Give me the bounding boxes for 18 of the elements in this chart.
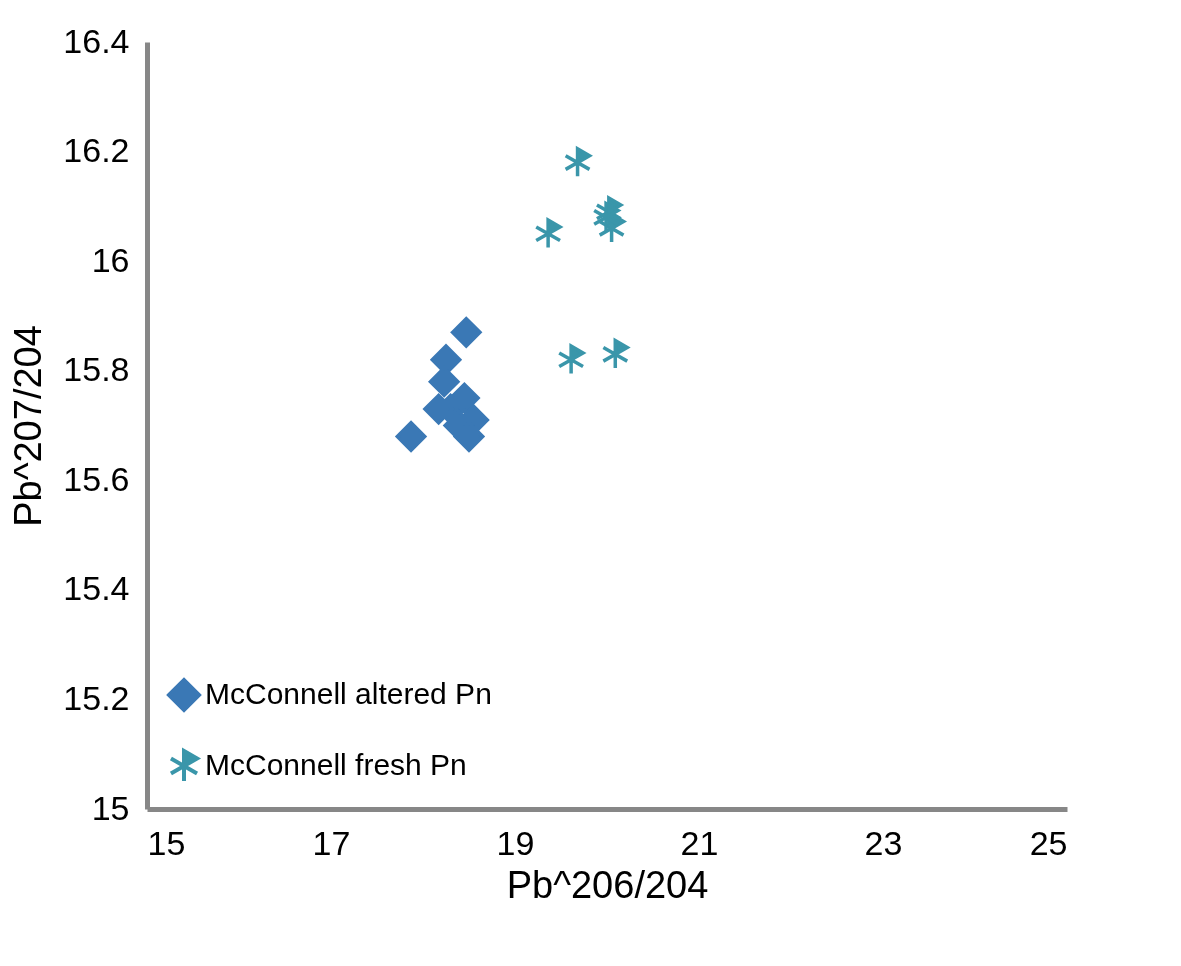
x-tick-label: 17 (312, 823, 351, 862)
legend-label: McConnell altered Pn (205, 677, 492, 710)
x-tick-label: 19 (496, 823, 535, 862)
y-tick-label: 15 (91, 788, 130, 827)
x-axis-title: Pb^206/204 (506, 863, 709, 906)
x-tick-label: 23 (864, 823, 903, 862)
x-tick-label: 15 (147, 823, 186, 862)
x-tick-label: 21 (680, 823, 719, 862)
legend-label: McConnell fresh Pn (205, 748, 467, 781)
y-tick-label: 16.2 (63, 131, 130, 170)
y-tick-label: 16 (91, 240, 130, 279)
y-tick-label: 15.6 (63, 459, 130, 498)
y-tick-label: 15.2 (63, 678, 130, 717)
y-tick-label: 15.8 (63, 350, 130, 389)
y-tick-label: 15.4 (63, 569, 130, 608)
y-tick-label: 16.4 (63, 21, 130, 60)
y-axis-title: Pb^207/204 (7, 325, 50, 527)
x-tick-label: 25 (1029, 823, 1068, 862)
